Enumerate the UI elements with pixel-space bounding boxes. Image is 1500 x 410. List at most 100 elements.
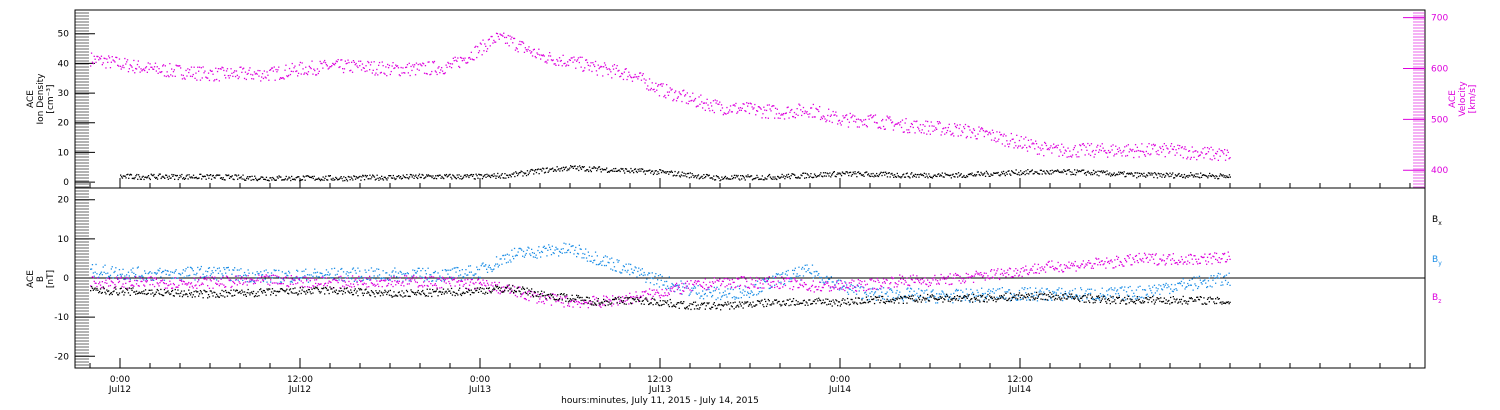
by-point <box>530 254 532 257</box>
density-point <box>255 177 257 179</box>
velocity-point <box>586 61 589 64</box>
velocity-point <box>299 61 301 64</box>
velocity-point <box>678 91 680 93</box>
by-point <box>262 280 265 283</box>
density-point <box>200 173 202 175</box>
by-point <box>566 251 568 254</box>
bz-point <box>291 278 293 280</box>
bz-point <box>801 279 803 281</box>
velocity-point <box>1164 156 1166 158</box>
by-point <box>931 290 933 292</box>
density-point <box>930 176 932 178</box>
bz-point <box>248 281 250 283</box>
density-point <box>725 178 727 180</box>
density-point <box>267 179 269 181</box>
bz-point <box>169 280 171 282</box>
density-point <box>521 171 523 173</box>
by-point <box>441 280 443 282</box>
bz-point <box>258 274 260 276</box>
by-point <box>480 265 482 267</box>
density-point <box>602 169 604 171</box>
by-point <box>96 273 98 275</box>
velocity-point <box>943 127 945 129</box>
bz-point <box>212 287 214 289</box>
bz-point <box>510 291 512 293</box>
density-point <box>1105 173 1107 176</box>
bz-point <box>868 288 870 290</box>
by-point <box>495 256 498 258</box>
velocity-point <box>517 51 519 53</box>
bz-point <box>717 279 719 282</box>
by-point <box>759 287 761 289</box>
velocity-point <box>787 106 789 108</box>
velocity-point <box>1185 148 1187 151</box>
by-point <box>240 268 242 270</box>
bz-point <box>607 301 609 303</box>
bz-point <box>767 283 769 285</box>
by-point <box>990 290 992 292</box>
by-point <box>598 263 600 265</box>
density-point <box>948 174 950 176</box>
density-point <box>1074 174 1077 176</box>
velocity-point <box>484 43 486 45</box>
velocity-point <box>986 130 988 133</box>
by-point <box>653 284 655 286</box>
by-point <box>588 255 590 257</box>
velocity-point <box>436 73 438 76</box>
density-point <box>1190 172 1192 174</box>
density-point <box>1227 176 1229 178</box>
density-point <box>522 175 524 177</box>
density-point <box>444 175 447 177</box>
density-point <box>506 174 508 176</box>
velocity-point <box>635 76 637 78</box>
velocity-point <box>358 60 360 62</box>
by-point <box>512 255 514 258</box>
bz-point <box>150 276 152 278</box>
by-point <box>120 275 122 277</box>
density-point <box>1206 175 1208 178</box>
density-point <box>470 174 472 176</box>
by-point <box>1210 275 1212 277</box>
velocity-point <box>677 96 679 98</box>
velocity-point <box>967 125 969 127</box>
density-point <box>318 178 321 180</box>
density-point <box>497 172 499 175</box>
velocity-point <box>382 65 384 67</box>
bz-point <box>406 283 409 285</box>
velocity-point <box>1076 156 1078 158</box>
velocity-point <box>1111 149 1113 151</box>
velocity-point <box>294 65 296 67</box>
by-point <box>804 264 806 266</box>
velocity-point <box>537 53 539 55</box>
density-point <box>370 178 372 180</box>
by-point <box>891 291 894 293</box>
by-point <box>912 300 914 302</box>
by-point <box>809 271 811 274</box>
density-point <box>403 176 405 178</box>
bz-point <box>655 291 657 294</box>
density-point <box>849 171 851 174</box>
velocity-point <box>469 58 472 60</box>
by-point <box>823 283 825 285</box>
velocity-point <box>444 72 446 74</box>
density-point <box>442 177 444 179</box>
bz-point <box>135 283 138 285</box>
velocity-point <box>632 76 634 79</box>
by-point <box>818 273 820 275</box>
velocity-point <box>1008 146 1010 148</box>
bz-point <box>185 282 187 285</box>
velocity-point <box>747 105 749 107</box>
by-point <box>581 257 583 259</box>
density-point <box>1135 172 1137 174</box>
density-point <box>965 176 967 179</box>
bz-point <box>776 285 778 288</box>
by-point <box>135 274 137 276</box>
bz-point <box>170 283 172 285</box>
by-point <box>458 275 460 277</box>
density-point <box>814 174 817 177</box>
velocity-point <box>782 114 784 116</box>
by-point <box>1034 291 1036 293</box>
velocity-point <box>135 68 138 70</box>
by-point <box>983 299 985 301</box>
by-point <box>281 271 283 273</box>
